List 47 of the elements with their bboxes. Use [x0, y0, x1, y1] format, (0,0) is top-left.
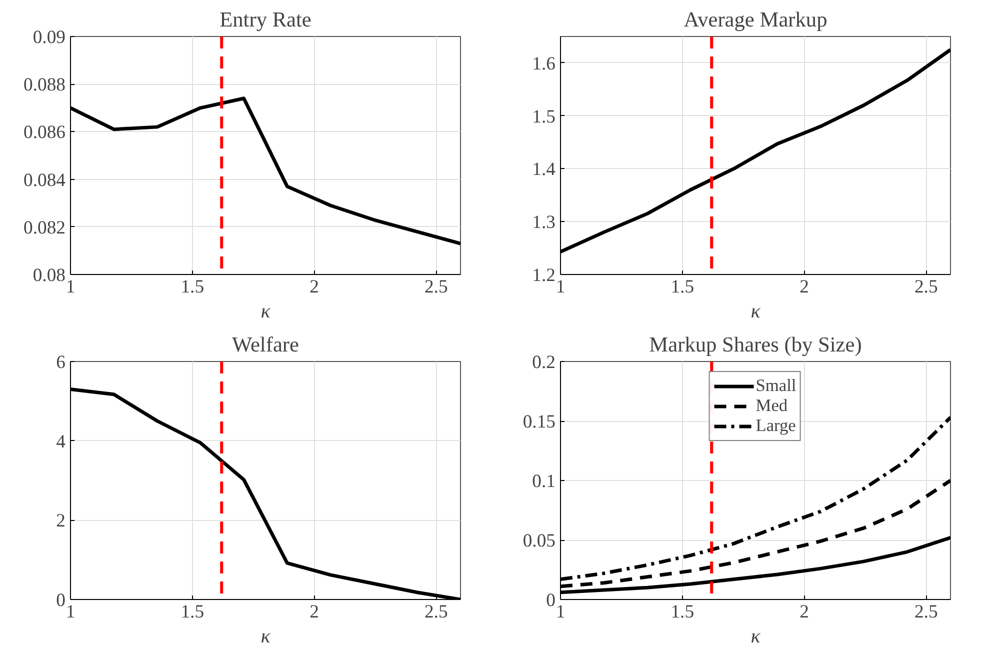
- y-tick-label: 4: [56, 431, 66, 452]
- y-tick-label: 0.15: [522, 412, 556, 432]
- chart-title: Entry Rate: [220, 8, 312, 32]
- y-tick-label: 1.2: [532, 265, 556, 286]
- x-tick-label: 2.5: [424, 602, 448, 622]
- chart-title: Markup Shares (by Size): [649, 332, 862, 356]
- y-tick-label: 6: [56, 352, 66, 373]
- legend-label: Med: [756, 396, 788, 416]
- x-tick-label: 2.5: [424, 276, 448, 298]
- y-tick-label: 0.09: [32, 27, 66, 48]
- x-tick-label: 2: [800, 276, 809, 298]
- x-tick-label: 1: [556, 276, 566, 298]
- y-tick-label: 1.3: [532, 212, 556, 234]
- y-tick-label: 0.08: [32, 265, 66, 286]
- y-tick-label: 0.2: [532, 352, 556, 373]
- x-axis-title: κ: [750, 300, 761, 322]
- x-tick-label: 1.5: [180, 602, 204, 622]
- y-tick-label: 0.088: [24, 74, 66, 96]
- x-tick-label: 1.5: [180, 276, 204, 298]
- x-axis-title: κ: [750, 626, 761, 648]
- x-tick-label: 1: [556, 602, 566, 622]
- chart-title: Welfare: [232, 332, 299, 356]
- legend-label: Small: [756, 376, 796, 396]
- x-axis-title: κ: [260, 626, 271, 648]
- y-tick-label: 0.082: [24, 217, 66, 238]
- y-tick-label: 0: [546, 590, 556, 611]
- x-tick-label: 1: [66, 276, 76, 298]
- y-tick-label: 0.05: [522, 530, 556, 552]
- y-tick-label: 1.5: [532, 106, 556, 128]
- legend-label: Large: [756, 416, 796, 436]
- y-tick-label: 0: [56, 590, 66, 611]
- y-tick-label: 0.1: [532, 471, 556, 492]
- y-tick-label: 1.4: [532, 159, 556, 180]
- y-tick-label: 0.086: [24, 122, 66, 144]
- x-tick-label: 2: [310, 276, 319, 298]
- y-tick-label: 0.084: [24, 170, 66, 191]
- x-tick-label: 2.5: [914, 276, 938, 298]
- x-tick-label: 2.5: [914, 602, 938, 622]
- chart-title: Average Markup: [684, 8, 828, 32]
- x-tick-label: 1: [66, 602, 76, 622]
- x-tick-label: 1.5: [670, 276, 694, 298]
- x-tick-label: 1.5: [670, 602, 694, 622]
- x-axis-title: κ: [260, 300, 271, 322]
- x-tick-label: 2: [310, 602, 319, 622]
- y-tick-label: 2: [56, 510, 66, 532]
- x-tick-label: 2: [800, 602, 809, 622]
- y-tick-label: 1.6: [532, 53, 556, 74]
